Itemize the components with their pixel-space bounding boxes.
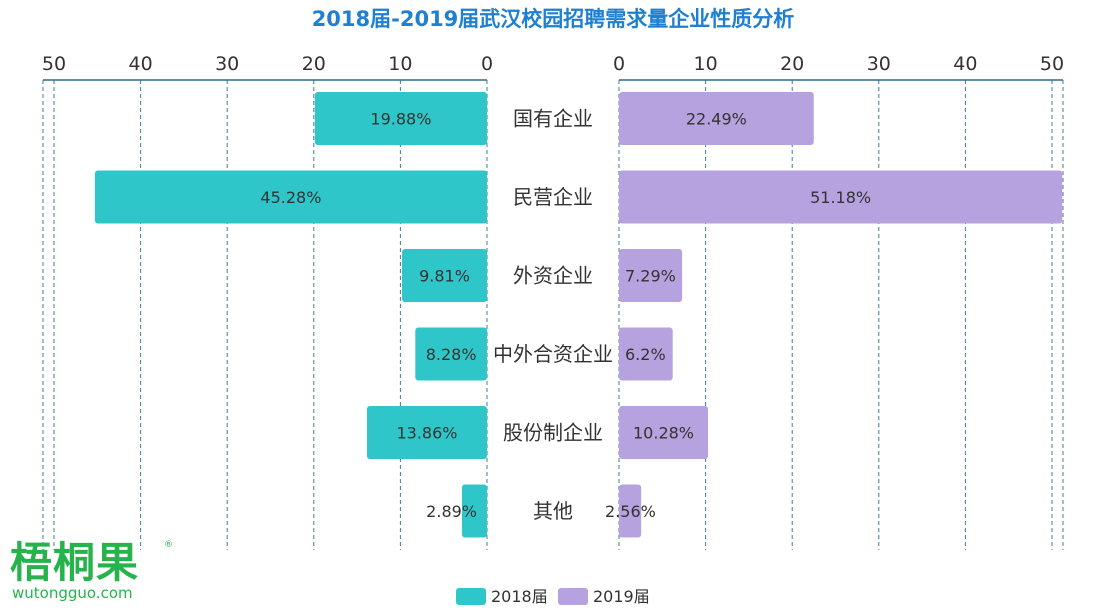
data-label-2018: 8.28% [426, 345, 477, 364]
tick-label-left: 10 [388, 53, 412, 75]
bar-2018 [94, 170, 488, 224]
tick-label-left: 40 [129, 53, 153, 75]
bar-2019 [619, 249, 683, 302]
grid-layer [42, 80, 1064, 550]
bar-2018 [314, 92, 487, 145]
data-label-2018: 2.89% [426, 502, 477, 521]
legend[interactable]: 2018届 2019届 [456, 587, 650, 606]
category-label: 外资企业 [513, 264, 593, 288]
tick-label-right: 40 [953, 53, 977, 75]
data-label-2018: 9.81% [419, 267, 470, 286]
bar-2019 [619, 327, 673, 381]
category-label: 国有企业 [513, 107, 593, 131]
tick-label-left: 0 [481, 53, 493, 75]
bar-2019 [619, 170, 1063, 224]
watermark-registered-mark: ® [164, 540, 173, 550]
bar-2018 [366, 406, 487, 459]
axis-layer: 0 0 10 10 20 20 30 30 40 40 50 50 [42, 53, 1064, 81]
data-label-2018: 13.86% [396, 424, 457, 443]
tick-label-right: 30 [867, 53, 891, 75]
watermark-logo: 梧桐果 ® wutongguo.com [8, 540, 178, 606]
tick-label-right: 20 [780, 53, 804, 75]
label-layer: 国有企业 19.88% 22.49% 民营企业 45.28% 51.18% 外资企业 9.81… [260, 107, 871, 524]
legend-swatch [558, 588, 588, 605]
legend-label: 2018届 [491, 587, 548, 606]
data-label-2019: 22.49% [686, 110, 747, 129]
legend-swatch [456, 588, 486, 605]
bar-2018 [402, 249, 487, 302]
data-label-2019: 7.29% [625, 267, 676, 286]
tick-label-right: 0 [613, 53, 625, 75]
bar-2018 [415, 327, 487, 381]
legend-item-2019[interactable]: 2019届 [558, 587, 650, 606]
tick-label-left: 30 [215, 53, 239, 75]
tick-label-right: 50 [1040, 53, 1064, 75]
data-label-2019: 10.28% [633, 424, 694, 443]
bar-2019 [619, 484, 642, 538]
legend-item-2018[interactable]: 2018届 [456, 587, 548, 606]
legend-label: 2019届 [593, 587, 650, 606]
watermark-url: wutongguo.com [12, 584, 133, 602]
category-label: 中外合资企业 [493, 342, 613, 366]
tick-label-right: 10 [694, 53, 718, 75]
data-label-2018: 19.88% [370, 110, 431, 129]
category-label: 民营企业 [513, 185, 593, 209]
bar-layer [94, 92, 1063, 538]
tick-label-left: 20 [302, 53, 326, 75]
bar-2019 [619, 406, 709, 459]
watermark-logo-text: 梧桐果 [10, 538, 140, 587]
data-label-2018: 45.28% [260, 188, 321, 207]
category-label: 股份制企业 [503, 421, 603, 445]
data-label-2019: 6.2% [625, 345, 666, 364]
bar-2019 [619, 92, 814, 145]
data-label-2019: 51.18% [810, 188, 871, 207]
tick-label-left: 50 [42, 53, 66, 75]
chart-title: 2018届-2019届武汉校园招聘需求量企业性质分析 [312, 7, 795, 31]
data-label-2019: 2.56% [605, 502, 656, 521]
category-label: 其他 [533, 499, 573, 523]
bar-2018 [461, 484, 487, 538]
